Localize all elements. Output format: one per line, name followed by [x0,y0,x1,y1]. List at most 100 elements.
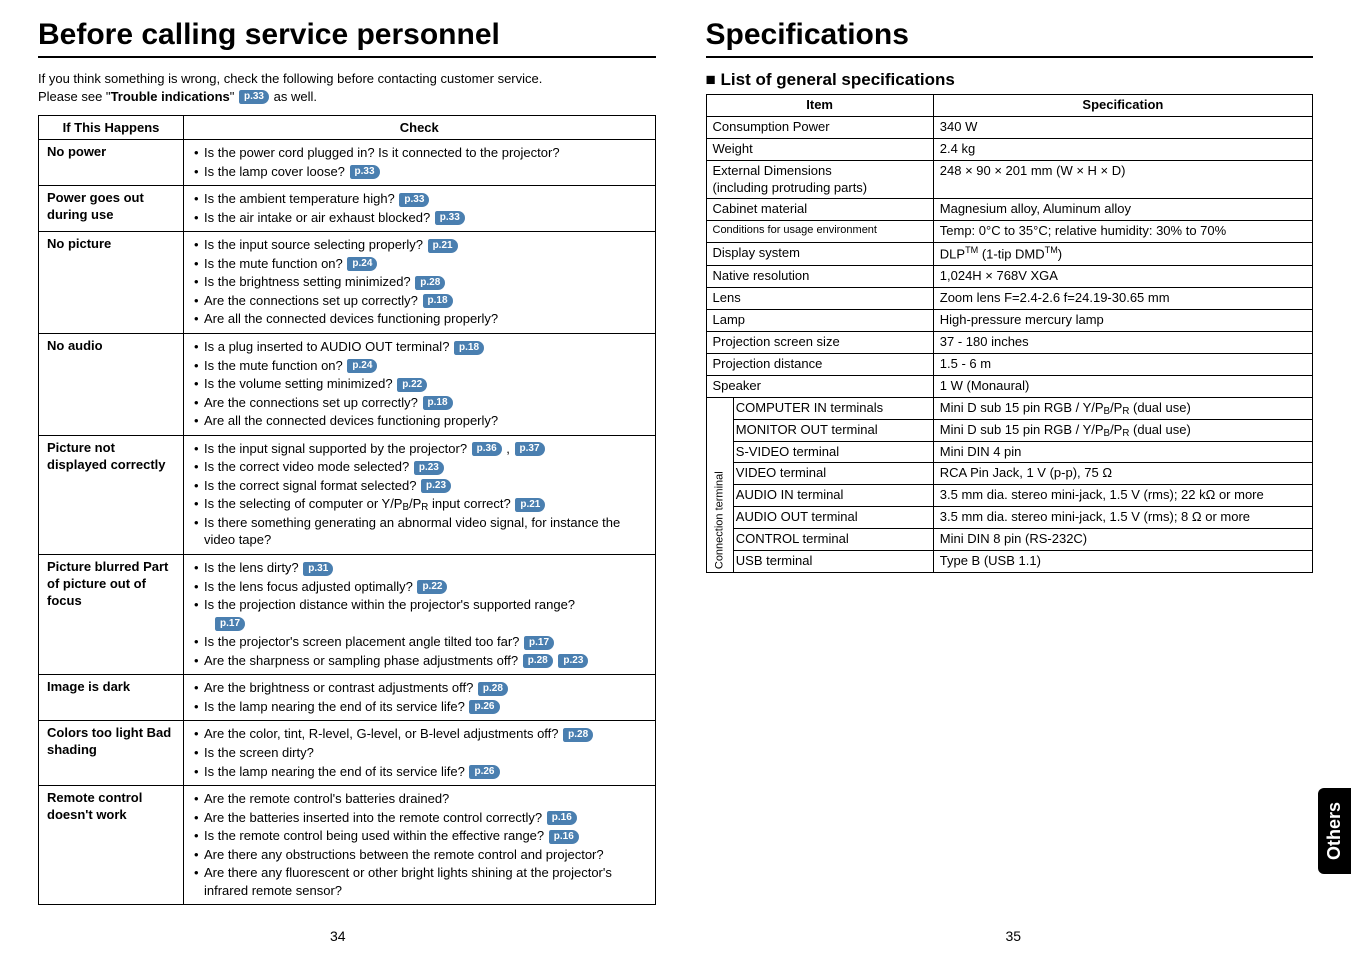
page-ref-icon: p.28 [523,654,553,668]
trouble-checks: Is a plug inserted to AUDIO OUT terminal… [184,334,656,436]
spec-table: Item Specification Consumption Power340 … [706,94,1314,573]
check-item: Is there something generating an abnorma… [192,514,647,549]
connection-terminal-label: Connection terminal [706,397,733,572]
page-ref-icon: p.28 [563,728,593,742]
trouble-checks: Is the input signal supported by the pro… [184,435,656,554]
check-item: Is the lens dirty? p.31 [192,559,647,577]
page-ref-icon: p.26 [469,765,499,779]
spec-value: 248 × 90 × 201 mm (W × H × D) [933,160,1312,199]
page-ref-icon: p.22 [397,378,427,392]
page-ref-icon: p.33 [350,165,380,179]
check-item: Is the correct signal format selected? p… [192,477,647,495]
trouble-label: No picture [39,232,184,334]
header-if: If This Happens [39,116,184,140]
intro-text: If you think something is wrong, check t… [38,70,656,105]
check-item: Are the batteries inserted into the remo… [192,809,647,827]
page-ref-icon: p.17 [524,636,554,650]
page-number-right: 35 [1005,928,1021,944]
check-item: Is the air intake or air exhaust blocked… [192,209,647,227]
trouble-checks: Are the color, tint, R-level, G-level, o… [184,721,656,786]
trouble-label: Colors too light Bad shading [39,721,184,786]
check-item: Are the brightness or contrast adjustmen… [192,679,647,697]
spec-item: Projection screen size [706,332,933,354]
intro-bold: Trouble indications [111,89,230,104]
spec-value: Magnesium alloy, Aluminum alloy [933,199,1312,221]
check-item: Is the lamp nearing the end of its servi… [192,698,647,716]
spec-item: MONITOR OUT terminal [733,419,933,441]
trouble-checks: Are the brightness or contrast adjustmen… [184,675,656,721]
intro-mid: " [230,89,238,104]
page-ref-icon: p.21 [428,239,458,253]
spec-head-spec: Specification [933,95,1312,117]
check-item: Is a plug inserted to AUDIO OUT terminal… [192,338,647,356]
page-ref-icon: p.31 [303,562,333,576]
spec-item: Cabinet material [706,199,933,221]
spec-value: 1,024H × 768V XGA [933,266,1312,288]
page-ref-icon: p.23 [421,479,451,493]
page-ref-icon: p.18 [423,294,453,308]
check-item: Is the lamp nearing the end of its servi… [192,763,647,781]
spec-value: High-pressure mercury lamp [933,310,1312,332]
troubleshooting-table: If This Happens Check No power Is the pow… [38,115,656,905]
check-item: Is the input source selecting properly? … [192,236,647,254]
trouble-label: No audio [39,334,184,436]
trouble-checks: Is the lens dirty? p.31Is the lens focus… [184,555,656,675]
page-ref-icon: p.33 [239,90,269,104]
spec-value: 1 W (Monaural) [933,375,1312,397]
spec-item: Lens [706,288,933,310]
trouble-label: No power [39,140,184,186]
spec-item: CONTROL terminal [733,529,933,551]
spec-value: 3.5 mm dia. stereo mini-jack, 1.5 V (rms… [933,507,1312,529]
page-ref-icon: p.18 [454,341,484,355]
page-spread: Before calling service personnel If you … [0,0,1351,954]
page-ref-icon: p.22 [417,580,447,594]
spec-item: Projection distance [706,354,933,376]
page-ref-icon: p.36 [472,442,502,456]
check-item: Is the projector's screen placement angl… [192,633,647,651]
trouble-checks: Is the input source selecting properly? … [184,232,656,334]
spec-item: COMPUTER IN terminals [733,397,933,419]
check-item: Are all the connected devices functionin… [192,412,647,430]
spec-item: Consumption Power [706,116,933,138]
spec-item: USB terminal [733,551,933,573]
trouble-checks: Is the power cord plugged in? Is it conn… [184,140,656,186]
page-ref-icon: p.33 [399,193,429,207]
page-ref-icon: p.28 [478,682,508,696]
check-item: Is the volume setting minimized? p.22 [192,375,647,393]
page-ref-icon: p.37 [515,442,545,456]
check-item: Are the sharpness or sampling phase adju… [192,652,647,670]
check-item: Is the brightness setting minimized? p.2… [192,273,647,291]
trouble-label: Picture blurred Part of picture out of f… [39,555,184,675]
page-ref-icon: p.33 [435,211,465,225]
check-item: Are the color, tint, R-level, G-level, o… [192,725,647,743]
spec-value: Mini D sub 15 pin RGB / Y/PB/PR (dual us… [933,419,1312,441]
spec-item: Conditions for usage environment [706,221,933,243]
spec-item: Speaker [706,375,933,397]
check-item: Is the mute function on? p.24 [192,357,647,375]
intro-suffix: as well. [270,89,317,104]
intro-line1: If you think something is wrong, check t… [38,71,542,86]
check-item-ref: p.17 [192,615,647,633]
spec-subtitle: ■ List of general specifications [706,70,1314,90]
page-ref-icon: p.16 [547,811,577,825]
spec-item: Weight [706,138,933,160]
spec-item: S-VIDEO terminal [733,441,933,463]
spec-value: RCA Pin Jack, 1 V (p-p), 75 Ω [933,463,1312,485]
trouble-label: Image is dark [39,675,184,721]
check-item: Is the lens focus adjusted optimally? p.… [192,578,647,596]
header-check: Check [184,116,656,140]
page-ref-icon: p.21 [515,498,545,512]
spec-item: Native resolution [706,266,933,288]
check-item: Is the power cord plugged in? Is it conn… [192,144,647,162]
spec-value: DLPTM (1-tip DMDTM) [933,243,1312,266]
spec-item: AUDIO IN terminal [733,485,933,507]
page-ref-icon: p.24 [347,359,377,373]
check-item: Is the ambient temperature high? p.33 [192,190,647,208]
spec-value: 340 W [933,116,1312,138]
spec-value: Temp: 0°C to 35°C; relative humidity: 30… [933,221,1312,243]
check-item: Is the selecting of computer or Y/PB/PR … [192,495,647,513]
right-title: Specifications [706,18,1314,52]
page-ref-icon: p.28 [415,276,445,290]
page-ref-icon: p.17 [215,617,245,631]
spec-item: External Dimensions(including protruding… [706,160,933,199]
